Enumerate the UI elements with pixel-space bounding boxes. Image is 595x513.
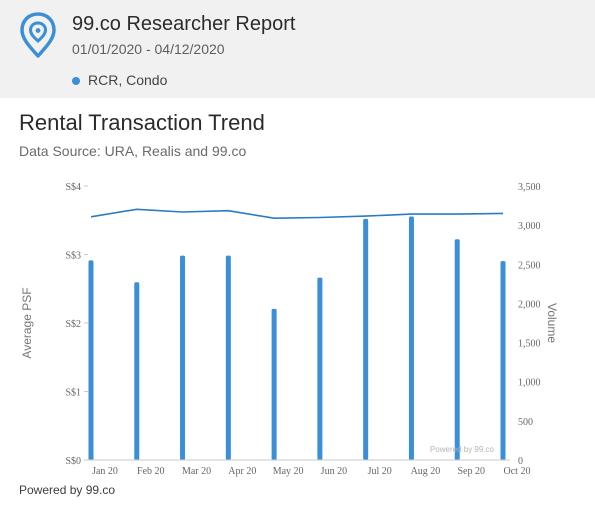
volume-bar[interactable] [88, 260, 94, 460]
x-tick-label: Oct 20 [504, 466, 531, 477]
y-tick-label: S$4 [65, 182, 81, 193]
y2-tick-label: 500 [518, 417, 533, 428]
x-tick-label: Feb 20 [137, 466, 165, 477]
filter-label: RCR, Condo [88, 72, 168, 88]
y-tick-label: S$0 [65, 456, 81, 467]
y-tick-label: S$1 [65, 388, 81, 399]
x-tick-label: Sep 20 [457, 466, 485, 477]
y2-tick-label: 1,500 [518, 339, 541, 350]
volume-bar[interactable] [408, 216, 414, 460]
y2-tick-label: 3,500 [518, 182, 541, 193]
y2-tick-label: 0 [518, 456, 523, 467]
report-title: 99.co Researcher Report [72, 13, 296, 35]
volume-bar[interactable] [271, 308, 277, 460]
volume-bar[interactable] [454, 239, 460, 460]
date-range: 01/01/2020 - 04/12/2020 [72, 41, 225, 57]
y2-tick-label: 3,000 [518, 221, 541, 232]
volume-bar[interactable] [500, 261, 506, 460]
x-tick-label: Apr 20 [228, 466, 256, 477]
x-tick-label: Jan 20 [92, 466, 118, 477]
filter-dot-icon [72, 77, 80, 85]
y2-tick-label: 2,500 [518, 260, 541, 271]
y2-tick-label: 2,000 [518, 299, 541, 310]
x-tick-label: Aug 20 [411, 466, 441, 477]
volume-bar[interactable] [317, 277, 323, 460]
footer-credit: Powered by 99.co [19, 483, 116, 497]
x-tick-label: Mar 20 [182, 466, 211, 477]
volume-bar[interactable] [134, 282, 140, 460]
volume-bar[interactable] [180, 255, 186, 460]
y-tick-label: S$3 [65, 251, 81, 262]
y-tick-label: S$2 [65, 319, 81, 330]
chart-watermark: Powered by 99.co [430, 445, 495, 454]
y2-axis-title: Volume [545, 303, 559, 343]
x-tick-label: May 20 [273, 466, 304, 477]
data-source: Data Source: URA, Realis and 99.co [19, 143, 247, 159]
x-tick-label: Jul 20 [368, 466, 392, 477]
volume-bar[interactable] [225, 255, 231, 460]
map-pin-icon [20, 12, 56, 58]
y-axis-title: Average PSF [20, 287, 34, 358]
y2-tick-label: 1,000 [518, 378, 541, 389]
report-header: 99.co Researcher Report 01/01/2020 - 04/… [0, 0, 595, 98]
avg-psf-line[interactable] [90, 208, 504, 220]
x-tick-label: Jun 20 [321, 466, 347, 477]
rental-trend-chart: S$0 S$1 S$2 S$3 S$4 0 500 1,000 1,500 2,000 2,500… [20, 182, 559, 477]
section-title: Rental Transaction Trend [19, 110, 265, 135]
volume-bar[interactable] [363, 218, 369, 460]
